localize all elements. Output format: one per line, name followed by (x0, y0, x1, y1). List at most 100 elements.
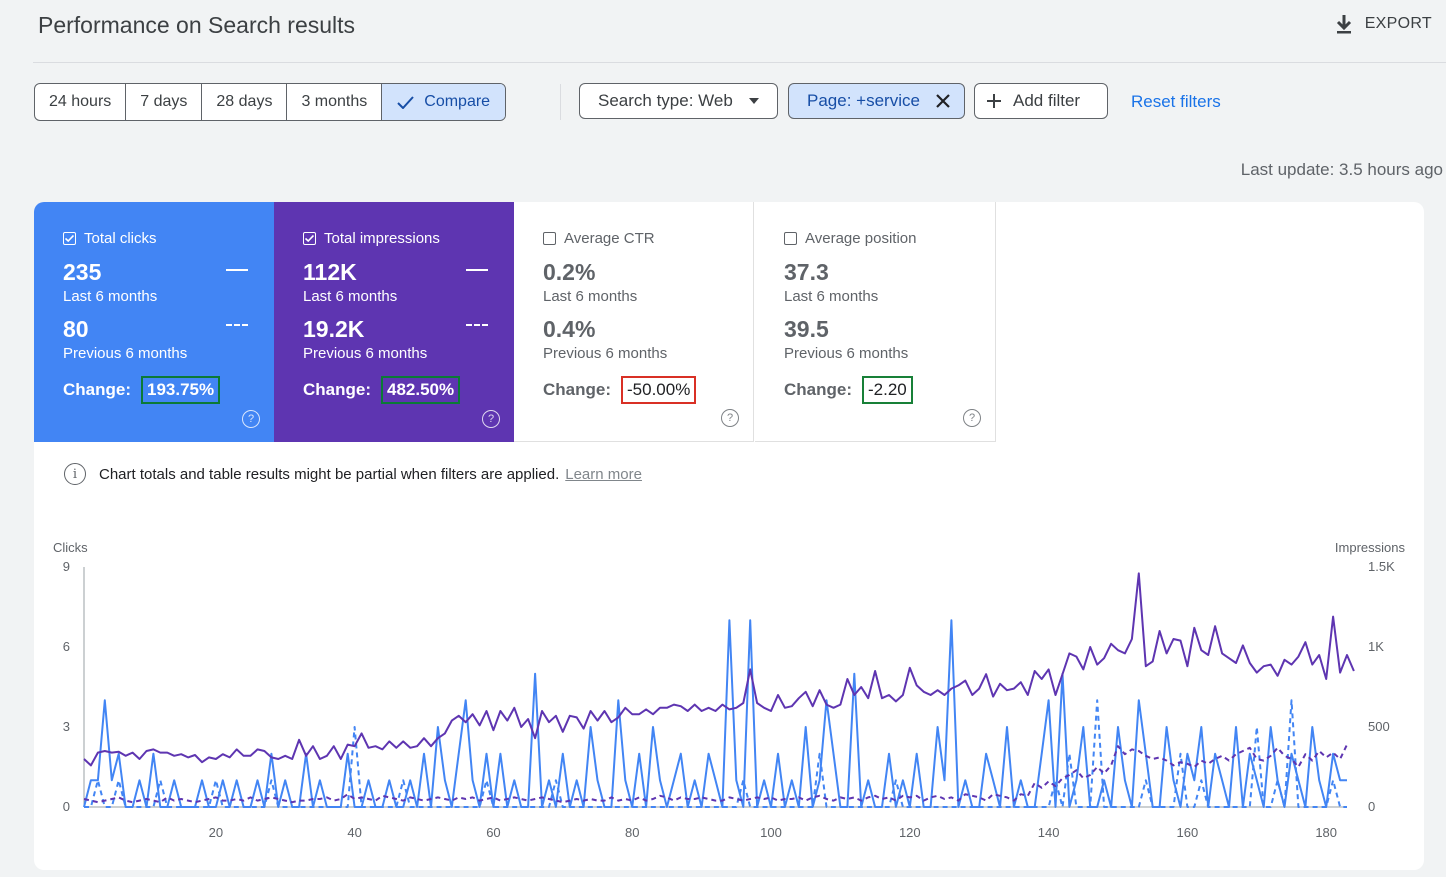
help-icon[interactable]: ? (963, 409, 981, 427)
change-value: 482.50% (381, 376, 461, 404)
checkbox-checked-icon[interactable] (303, 232, 316, 245)
metric-current-value: 0.2% (543, 259, 596, 285)
x-tick-label: 20 (209, 825, 223, 840)
info-icon: i (64, 463, 86, 485)
x-tick-label: 100 (760, 825, 782, 840)
page-filter-label: Page: +service (807, 91, 920, 110)
right-tick-label: 1K (1368, 639, 1384, 654)
right-tick-label: 0 (1368, 799, 1375, 814)
metric-change: Change: 482.50% (303, 376, 514, 404)
metric-total-clicks[interactable]: Total clicks 235 Last 6 months 80 Previo… (34, 202, 274, 442)
metric-total-impressions[interactable]: Total impressions 112K Last 6 months 19.… (274, 202, 514, 442)
left-tick-label: 6 (63, 639, 70, 654)
metric-current-value: 235 (63, 259, 102, 285)
help-icon[interactable]: ? (242, 410, 260, 428)
add-filter-button[interactable]: Add filter (974, 83, 1108, 119)
help-icon[interactable]: ? (721, 409, 739, 427)
left-tick-label: 3 (63, 719, 70, 734)
metric-average-position[interactable]: Average position 37.3 Last 6 months 39.5… (755, 202, 996, 442)
legend-solid-line-icon (226, 269, 248, 271)
partial-results-notice: i Chart totals and table results might b… (64, 463, 642, 485)
change-value: -50.00% (621, 376, 697, 404)
export-label: EXPORT (1364, 15, 1432, 32)
change-label: Change: (63, 380, 131, 399)
download-icon (1336, 15, 1351, 34)
metric-previous-period: Previous 6 months (63, 345, 188, 362)
learn-more-link[interactable]: Learn more (565, 465, 642, 483)
dropdown-arrow-icon (749, 98, 759, 104)
metric-change: Change: -2.20 (784, 376, 995, 404)
check-icon (397, 95, 415, 109)
range-7-days[interactable]: 7 days (126, 84, 203, 120)
date-range-selector: 24 hours 7 days 28 days 3 months Compare (34, 83, 507, 121)
series-impressions-current-line (83, 572, 1355, 767)
checkbox-checked-icon[interactable] (63, 232, 76, 245)
performance-chart[interactable]: Clicks Impressions 0 3 6 9 0 500 1K 1.5K 20 40 60 80 1… (34, 530, 1424, 850)
range-24-hours[interactable]: 24 hours (35, 84, 127, 120)
metric-label: Total clicks (84, 230, 157, 247)
add-filter-label: Add filter (1013, 91, 1081, 110)
change-label: Change: (543, 380, 611, 399)
left-tick-label: 0 (63, 799, 70, 814)
metric-label: Average CTR (564, 230, 655, 247)
filter-divider (560, 84, 561, 120)
page-filter-chip[interactable]: Page: +service (788, 83, 965, 119)
legend-dashed-line-icon (466, 324, 488, 326)
page-title: Performance on Search results (38, 12, 356, 38)
metric-previous-period: Previous 6 months (784, 345, 909, 362)
metric-label: Total impressions (324, 230, 440, 247)
x-tick-label: 180 (1315, 825, 1337, 840)
metric-previous-value: 39.5 (784, 316, 829, 342)
close-icon[interactable] (936, 94, 950, 108)
x-tick-label: 140 (1038, 825, 1060, 840)
metric-current-value: 112K (303, 259, 357, 285)
left-tick-label: 9 (63, 559, 70, 574)
change-value: 193.75% (141, 376, 221, 404)
metric-current-value: 37.3 (784, 259, 829, 285)
search-type-label: Search type: Web (598, 91, 733, 110)
legend-solid-line-icon (466, 269, 488, 271)
x-tick-label: 120 (899, 825, 921, 840)
metric-label: Average position (805, 230, 917, 247)
left-axis-title: Clicks (53, 540, 88, 555)
metric-change: Change: -50.00% (543, 376, 753, 404)
metric-previous-value: 80 (63, 316, 89, 342)
metric-current-period: Last 6 months (543, 288, 638, 305)
reset-filters-link[interactable]: Reset filters (1131, 92, 1221, 111)
plus-icon (987, 94, 1001, 108)
metric-previous-value: 0.4% (543, 316, 596, 342)
range-3-months[interactable]: 3 months (287, 84, 383, 120)
x-tick-label: 60 (486, 825, 500, 840)
export-button[interactable]: EXPORT (1335, 14, 1432, 34)
metric-change: Change: 193.75% (63, 376, 274, 404)
range-28-days[interactable]: 28 days (202, 84, 288, 120)
search-type-dropdown[interactable]: Search type: Web (579, 83, 778, 119)
header-divider (33, 62, 1446, 63)
compare-label: Compare (424, 93, 491, 110)
metric-average-ctr[interactable]: Average CTR 0.2% Last 6 months 0.4% Prev… (514, 202, 754, 442)
x-tick-label: 40 (347, 825, 361, 840)
change-value: -2.20 (862, 376, 913, 404)
x-tick-label: 80 (625, 825, 639, 840)
compare-button[interactable]: Compare (382, 84, 506, 120)
metric-previous-value: 19.2K (303, 316, 365, 342)
checkbox-unchecked-icon[interactable] (543, 232, 556, 245)
series-clicks-current-line (83, 619, 1347, 808)
change-label: Change: (784, 380, 852, 399)
notice-text: Chart totals and table results might be … (99, 465, 560, 483)
series-impressions-previous-line (83, 744, 1348, 804)
x-tick-label: 160 (1177, 825, 1199, 840)
last-update-text: Last update: 3.5 hours ago (1240, 160, 1443, 179)
checkbox-unchecked-icon[interactable] (784, 232, 797, 245)
right-tick-label: 1.5K (1368, 559, 1395, 574)
metric-previous-period: Previous 6 months (303, 345, 428, 362)
metric-current-period: Last 6 months (784, 288, 879, 305)
series-clicks-previous-line (84, 699, 1347, 808)
change-label: Change: (303, 380, 371, 399)
metric-current-period: Last 6 months (63, 288, 158, 305)
right-tick-label: 500 (1368, 719, 1390, 734)
right-axis-title: Impressions (1335, 540, 1406, 555)
help-icon[interactable]: ? (482, 410, 500, 428)
metric-previous-period: Previous 6 months (543, 345, 668, 362)
legend-dashed-line-icon (226, 324, 248, 326)
